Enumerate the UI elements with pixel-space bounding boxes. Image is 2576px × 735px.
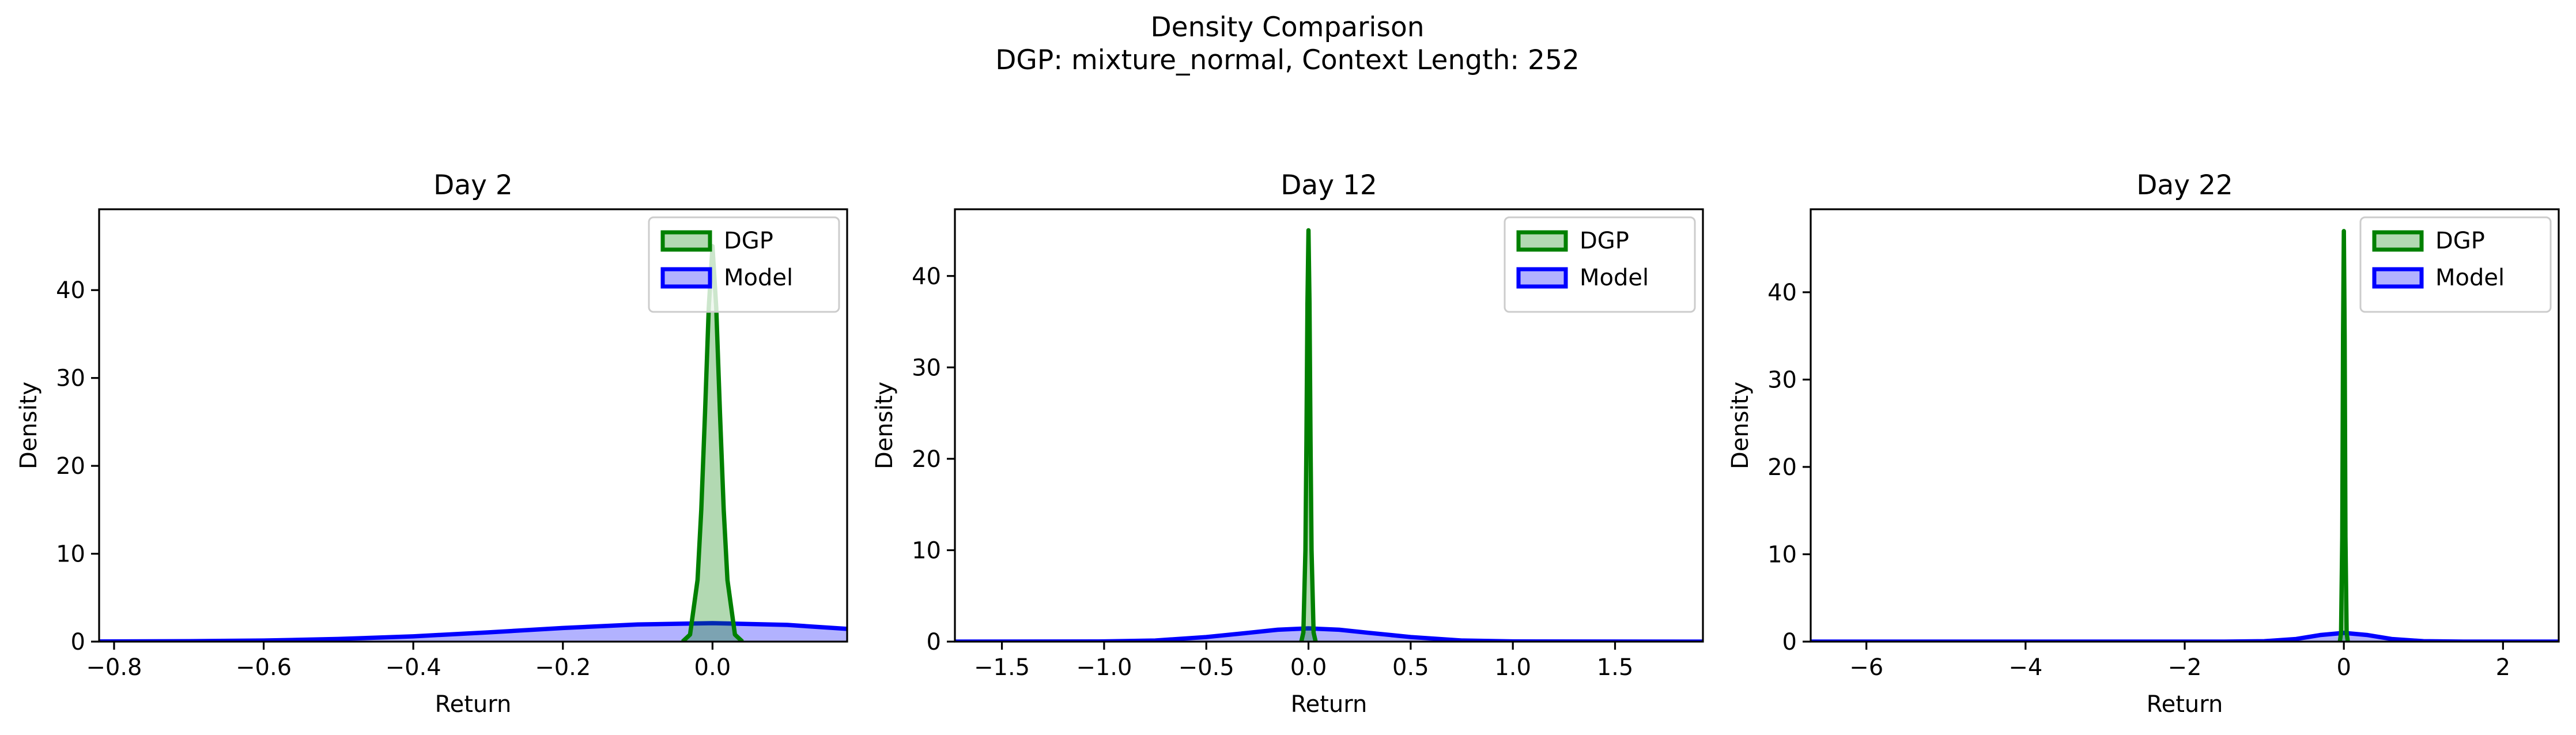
y-tick-label: 30	[912, 355, 941, 381]
model-legend-label: Model	[2435, 265, 2505, 291]
y-tick-label: 30	[56, 365, 85, 392]
model-density-fill	[955, 628, 1703, 642]
x-tick-label: 1.0	[1494, 654, 1531, 681]
x-tick-label: −0.2	[535, 654, 591, 681]
model-legend-label: Model	[1580, 265, 1649, 291]
y-axis-label: Density	[871, 382, 898, 469]
model-legend-swatch	[2372, 267, 2424, 289]
x-tick-label: 0.0	[694, 654, 731, 681]
figure-title: Density Comparison	[1150, 12, 1424, 43]
dgp-legend-label: DGP	[2435, 228, 2485, 254]
dgp-legend-swatch	[2372, 230, 2424, 252]
dgp-legend-label: DGP	[1580, 228, 1629, 254]
subplot-1: −0.8 −0.6 −0.4 −0.2 0.0 0 10 20 30 40 Day 2 Return D…	[16, 169, 848, 718]
x-axis-label: Return	[2147, 691, 2223, 718]
y-tick-label: 40	[912, 263, 941, 290]
model-legend-swatch	[1516, 267, 1568, 289]
y-axis-label: Density	[1727, 382, 1754, 469]
axes-frame	[98, 208, 848, 643]
model-density-fill	[1811, 632, 2559, 642]
y-tick-label: 20	[1767, 454, 1797, 481]
axes-frame	[954, 208, 1704, 643]
x-tick-label: −1.0	[1076, 654, 1132, 681]
model-density-line	[955, 626, 1703, 642]
subplot-title: Day 22	[2136, 169, 2233, 201]
x-axis-label: Return	[1291, 691, 1368, 718]
x-tick-label: 2	[2496, 654, 2510, 681]
x-tick-label: −4	[2008, 654, 2042, 681]
model-legend-label: Model	[724, 265, 793, 291]
y-tick-label: 40	[1767, 280, 1797, 306]
y-tick-label: 0	[71, 629, 85, 655]
x-tick-label: 0	[2336, 654, 2351, 681]
y-tick-label: 10	[912, 537, 941, 564]
y-tick-label: 10	[56, 541, 85, 568]
dgp-legend-label: DGP	[724, 228, 773, 254]
y-axis-label: Density	[16, 382, 42, 469]
legend: DGP Model	[2359, 216, 2552, 313]
subplot-title: Day 2	[433, 169, 513, 201]
x-tick-label: −2	[2168, 654, 2202, 681]
y-tick-label: 20	[912, 446, 941, 473]
x-tick-label: 0.5	[1392, 654, 1429, 681]
model-legend-swatch	[660, 267, 712, 289]
y-tick-label: 30	[1767, 367, 1797, 393]
dgp-legend-swatch	[660, 230, 712, 252]
dgp-legend-swatch	[1516, 230, 1568, 252]
model-density-line	[1811, 631, 2559, 642]
y-tick-label: 10	[1767, 541, 1797, 568]
dgp-density-line	[1299, 228, 1318, 642]
dgp-density-fill	[682, 246, 743, 642]
x-tick-label: 1.5	[1597, 654, 1634, 681]
legend: DGP Model	[648, 216, 840, 313]
plot-area	[955, 228, 1703, 642]
subplot-2: −1.5 −1.0 −0.5 0.0 0.5 1.0 1.5 0 10 20 30 40 Day 12 R…	[871, 169, 1704, 718]
x-tick-label: −0.4	[386, 654, 441, 681]
x-tick-label: 0.0	[1290, 654, 1327, 681]
subplot-title: Day 12	[1281, 169, 1377, 201]
legend: DGP Model	[1504, 216, 1696, 313]
x-tick-label: −0.8	[86, 654, 142, 681]
x-tick-label: −0.5	[1179, 654, 1234, 681]
x-tick-label: −0.6	[236, 654, 292, 681]
y-tick-label: 20	[56, 453, 85, 480]
x-tick-label: −6	[1849, 654, 1883, 681]
figure-subtitle: DGP: mixture_normal, Context Length: 252	[995, 44, 1580, 76]
model-density-fill	[99, 623, 847, 642]
dgp-density-line	[2337, 229, 2350, 642]
y-tick-label: 0	[927, 629, 941, 655]
x-axis-label: Return	[435, 691, 512, 718]
y-tick-label: 0	[1782, 629, 1797, 655]
y-tick-label: 40	[56, 277, 85, 304]
x-tick-label: −1.5	[974, 654, 1030, 681]
